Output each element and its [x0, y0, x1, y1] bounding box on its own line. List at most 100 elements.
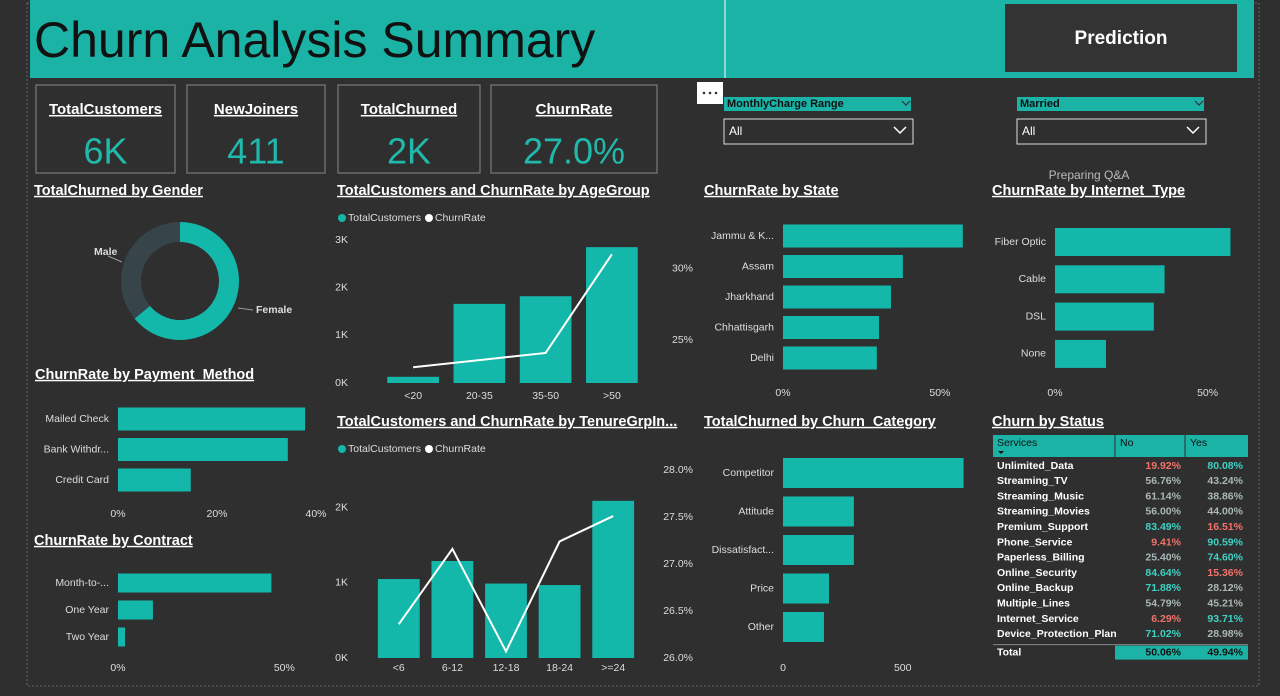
bar	[387, 376, 439, 383]
bar	[783, 612, 824, 642]
churn-rate-line	[413, 253, 613, 369]
x-tick-label: 50%	[929, 387, 950, 399]
cell-no: 56.00%	[1145, 506, 1181, 518]
row-label: Device_Protection_Plan	[997, 628, 1117, 640]
cell-yes: 80.08%	[1207, 460, 1243, 472]
cell-yes: 28.98%	[1207, 628, 1243, 640]
y-tick-label: 0K	[335, 652, 348, 664]
kpi-card	[337, 84, 481, 174]
y2-tick-label: 27.5%	[663, 511, 693, 523]
x-tick-label: >=24	[601, 662, 625, 674]
y2-tick-label: 30%	[672, 262, 693, 274]
cell-yes: 93.71%	[1207, 613, 1243, 625]
x-tick-label: 20%	[206, 508, 227, 520]
y-tick-label: 1K	[335, 577, 348, 589]
bar	[783, 285, 891, 309]
cell-yes: 44.00%	[1207, 506, 1243, 518]
category-label: Chhattisgarh	[714, 321, 774, 333]
bar	[538, 585, 581, 658]
chart-title: ChurnRate by Payment_Method	[35, 367, 254, 383]
bar	[586, 247, 638, 383]
row-label: Multiple_Lines	[997, 597, 1070, 609]
leader-line	[237, 307, 254, 311]
kpi-value: 411	[227, 131, 284, 172]
cell-no: 83.49%	[1145, 521, 1181, 533]
category-label: Competitor	[723, 467, 775, 479]
y-tick-label: 1K	[335, 329, 348, 341]
slicer-chevron	[901, 100, 911, 106]
column-header: No	[1120, 437, 1134, 449]
cell-no: 71.88%	[1145, 582, 1181, 594]
chart-title: ChurnRate by Internet_Type	[992, 183, 1185, 199]
category-label: Two Year	[66, 631, 110, 643]
x-tick-label: 0%	[775, 387, 790, 399]
kpi-label: TotalChurned	[361, 101, 457, 118]
slicer-chevron	[1194, 100, 1204, 106]
bar	[377, 579, 420, 658]
x-tick-label: 20-35	[466, 390, 493, 402]
category-label: Bank Withdr...	[44, 443, 109, 455]
y2-tick-label: 26.5%	[663, 605, 693, 617]
legend-label: ChurnRate	[435, 443, 486, 455]
slicer-header	[1017, 97, 1204, 111]
slicer-dropdown[interactable]	[723, 118, 914, 145]
prediction-button[interactable]	[1005, 4, 1237, 72]
donut-slice	[121, 222, 180, 319]
kpi-value: 2K	[387, 131, 431, 172]
kpi-card	[186, 84, 326, 174]
cell-no: 25.40%	[1145, 552, 1181, 564]
cell-yes: 74.60%	[1207, 552, 1243, 564]
bar	[783, 346, 877, 370]
cell-no: 71.02%	[1145, 628, 1181, 640]
column-header: Services	[997, 437, 1037, 449]
x-tick-label: 500	[894, 662, 912, 674]
cell-no: 61.14%	[1145, 490, 1181, 502]
slicer-value[interactable]: All	[729, 124, 742, 138]
cell-no: 84.64%	[1145, 567, 1181, 579]
status-text: Preparing Q&A	[1049, 168, 1130, 182]
column-header: Yes	[1190, 437, 1207, 449]
bar	[519, 296, 572, 383]
row-label: Online_Security	[997, 567, 1077, 579]
bar	[118, 600, 153, 620]
category-label: Other	[748, 621, 775, 633]
y2-tick-label: 27.0%	[663, 558, 693, 570]
legend-marker	[338, 214, 346, 222]
more-options[interactable]	[697, 82, 723, 104]
total-label: Total	[997, 646, 1021, 658]
table-title: Churn by Status	[992, 414, 1104, 430]
prediction-label[interactable]: Prediction	[1075, 28, 1168, 49]
cell-yes: 43.24%	[1207, 475, 1243, 487]
header-title: Churn Analysis Summary	[34, 12, 595, 68]
x-tick-label: 12-18	[493, 662, 520, 674]
kpi-label: NewJoiners	[214, 101, 298, 118]
slicer-dropdown[interactable]	[1016, 118, 1207, 145]
cell-yes: 28.12%	[1207, 582, 1243, 594]
y-tick-label: 2K	[335, 281, 348, 293]
legend-marker	[424, 445, 433, 453]
category-label: Price	[750, 582, 774, 594]
category-label: Dissatisfact...	[712, 544, 774, 556]
kpi-label: TotalCustomers	[49, 101, 162, 118]
x-tick-label: 0%	[110, 662, 125, 674]
x-tick-label: 0	[780, 662, 786, 674]
kpi-value: 27.0%	[523, 131, 625, 172]
bar	[783, 224, 963, 248]
x-tick-label: 6-12	[442, 662, 463, 674]
cell-yes: 15.36%	[1207, 567, 1243, 579]
slice-label: Female	[256, 304, 292, 316]
category-label: Mailed Check	[45, 413, 109, 425]
chart-title: TotalCustomers and ChurnRate by AgeGroup	[337, 183, 650, 199]
donut-slice	[134, 222, 239, 340]
cell-no: 56.76%	[1145, 475, 1181, 487]
row-label: Unlimited_Data	[997, 460, 1074, 472]
cell-yes: 90.59%	[1207, 536, 1243, 548]
slicer-label: MonthlyCharge Range	[727, 98, 844, 110]
row-label: Streaming_TV	[997, 475, 1068, 487]
legend-marker	[338, 445, 346, 453]
bar	[783, 458, 964, 488]
category-label: None	[1021, 348, 1046, 360]
slicer-value[interactable]: All	[1022, 124, 1035, 138]
total-cells	[1115, 645, 1248, 660]
category-label: Attitude	[738, 505, 774, 517]
